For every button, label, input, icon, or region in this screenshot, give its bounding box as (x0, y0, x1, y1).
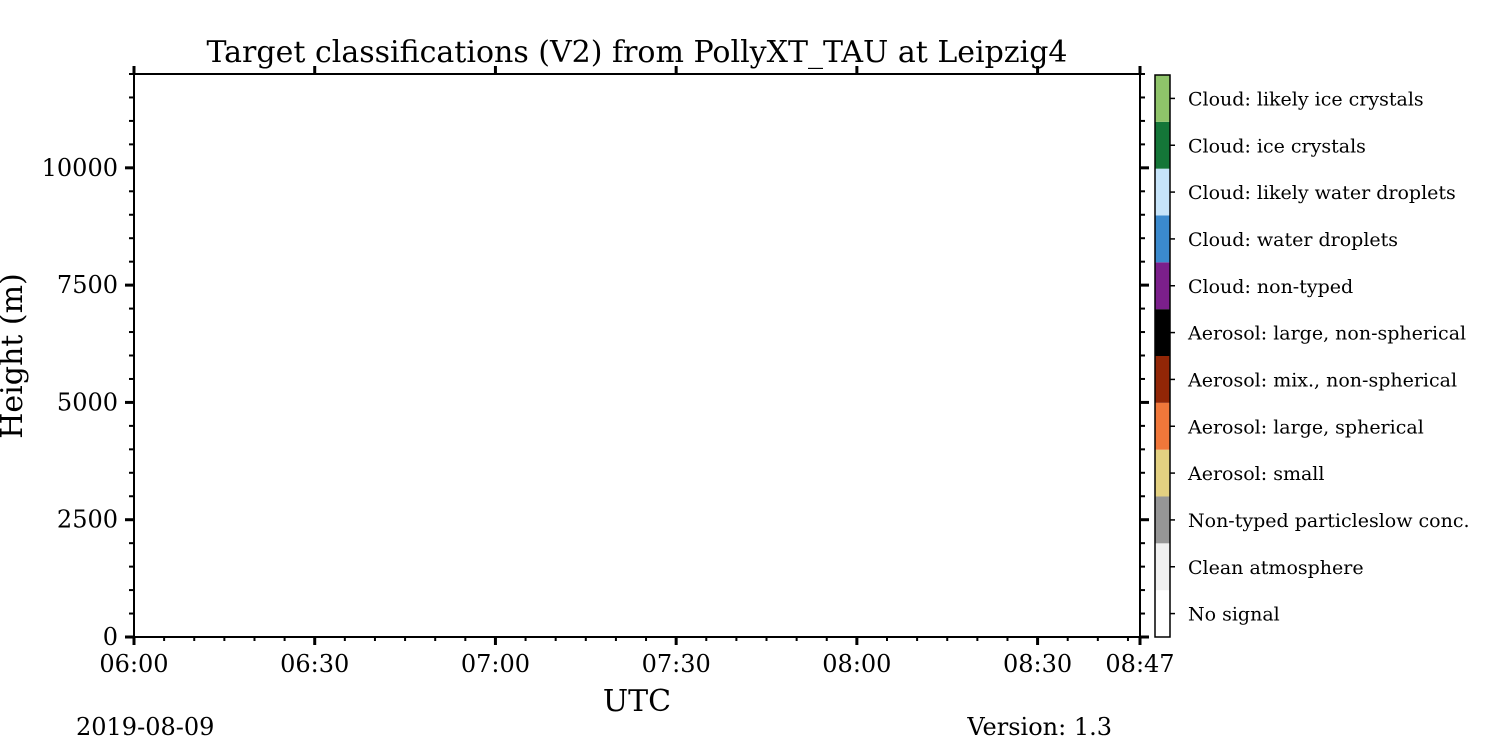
colorbar-frame (1154, 74, 1171, 638)
colorbar-label: Clean atmosphere (1188, 557, 1364, 579)
colorbar-swatch (1155, 215, 1170, 263)
colorbar-swatch (1155, 356, 1170, 403)
colorbar-swatch (1155, 75, 1170, 122)
colorbar-swatch (1155, 449, 1170, 497)
colorbar-swatch (1155, 262, 1170, 310)
colorbar-label: Cloud: water droplets (1188, 229, 1398, 251)
x-tick-label: 06:00 (99, 650, 168, 678)
colorbar-label: Aerosol: large, non-spherical (1187, 323, 1466, 345)
x-axis-label: UTC (603, 684, 671, 719)
x-tick-label: 08:00 (822, 650, 891, 678)
footer-version: Version: 1.3 (966, 713, 1112, 741)
chart-title: Target classifications (V2) from PollyXT… (206, 35, 1067, 70)
x-tick-label: 08:30 (1003, 650, 1072, 678)
x-tick-label: 08:47 (1105, 650, 1174, 678)
y-tick-label: 7500 (57, 271, 118, 299)
y-tick-label: 2500 (57, 506, 118, 534)
colorbar: No signal Clean atmosphere Non-typed parti… (1154, 74, 1470, 638)
x-tick-label: 07:30 (642, 650, 711, 678)
colorbar-label: Cloud: likely water droplets (1188, 182, 1456, 204)
plot-axes: 06:00 06:30 07:00 07:30 08:00 08:30 08:47 0 2500… (42, 66, 1175, 678)
colorbar-swatch (1155, 496, 1170, 544)
x-tick-label: 07:00 (461, 650, 530, 678)
colorbar-swatch (1155, 309, 1170, 356)
y-tick-label: 5000 (57, 388, 118, 416)
y-tick-label: 10000 (42, 154, 118, 182)
colorbar-swatch (1155, 121, 1170, 169)
colorbar-label: Cloud: likely ice crystals (1188, 88, 1424, 110)
colorbar-label: Aerosol: small (1187, 463, 1324, 485)
colorbar-label: Non-typed particleslow conc. (1188, 510, 1470, 532)
colorbar-label: Cloud: ice crystals (1188, 135, 1366, 157)
footer-date: 2019-08-09 (76, 713, 214, 741)
colorbar-label: No signal (1188, 604, 1280, 626)
colorbar-swatch (1155, 168, 1170, 216)
y-axis-label: Height (m) (0, 273, 30, 438)
colorbar-label: Aerosol: mix., non-spherical (1187, 369, 1457, 391)
x-tick-label: 06:30 (280, 650, 349, 678)
colorbar-label: Cloud: non-typed (1188, 276, 1353, 298)
y-tick-label: 0 (103, 623, 118, 651)
plot-area (133, 73, 1141, 638)
colorbar-label: Aerosol: large, spherical (1187, 416, 1424, 438)
colorbar-swatch (1155, 590, 1170, 637)
colorbar-swatch (1155, 402, 1170, 450)
colorbar-swatch (1155, 543, 1170, 591)
